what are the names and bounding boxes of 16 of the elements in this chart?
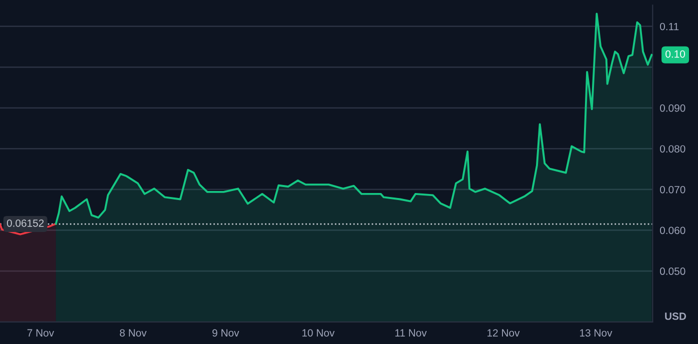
y-tick-label: 0.070	[660, 186, 686, 194]
y-tick-label: 0.090	[660, 104, 686, 112]
y-axis-title: USD	[665, 312, 686, 320]
y-tick-label: 0.11	[660, 22, 679, 30]
x-tick-label: 10 Nov	[302, 329, 335, 337]
ref-line-label: 0.06152	[6, 219, 44, 227]
x-tick-label: 12 Nov	[488, 329, 520, 337]
annotation: 0.10	[666, 50, 686, 58]
y-tick-label: 0.080	[660, 145, 686, 153]
x-tick-label: 7 Nov	[27, 329, 54, 337]
x-tick-label: 13 Nov	[580, 329, 612, 337]
y-tick-label: 0.060	[660, 226, 686, 234]
x-tick-label: 11 Nov	[395, 329, 427, 337]
y-tick-label: 0.050	[660, 268, 686, 275]
x-tick-label: 8 Nov	[120, 329, 147, 337]
x-tick-label: 9 Nov	[212, 329, 240, 337]
